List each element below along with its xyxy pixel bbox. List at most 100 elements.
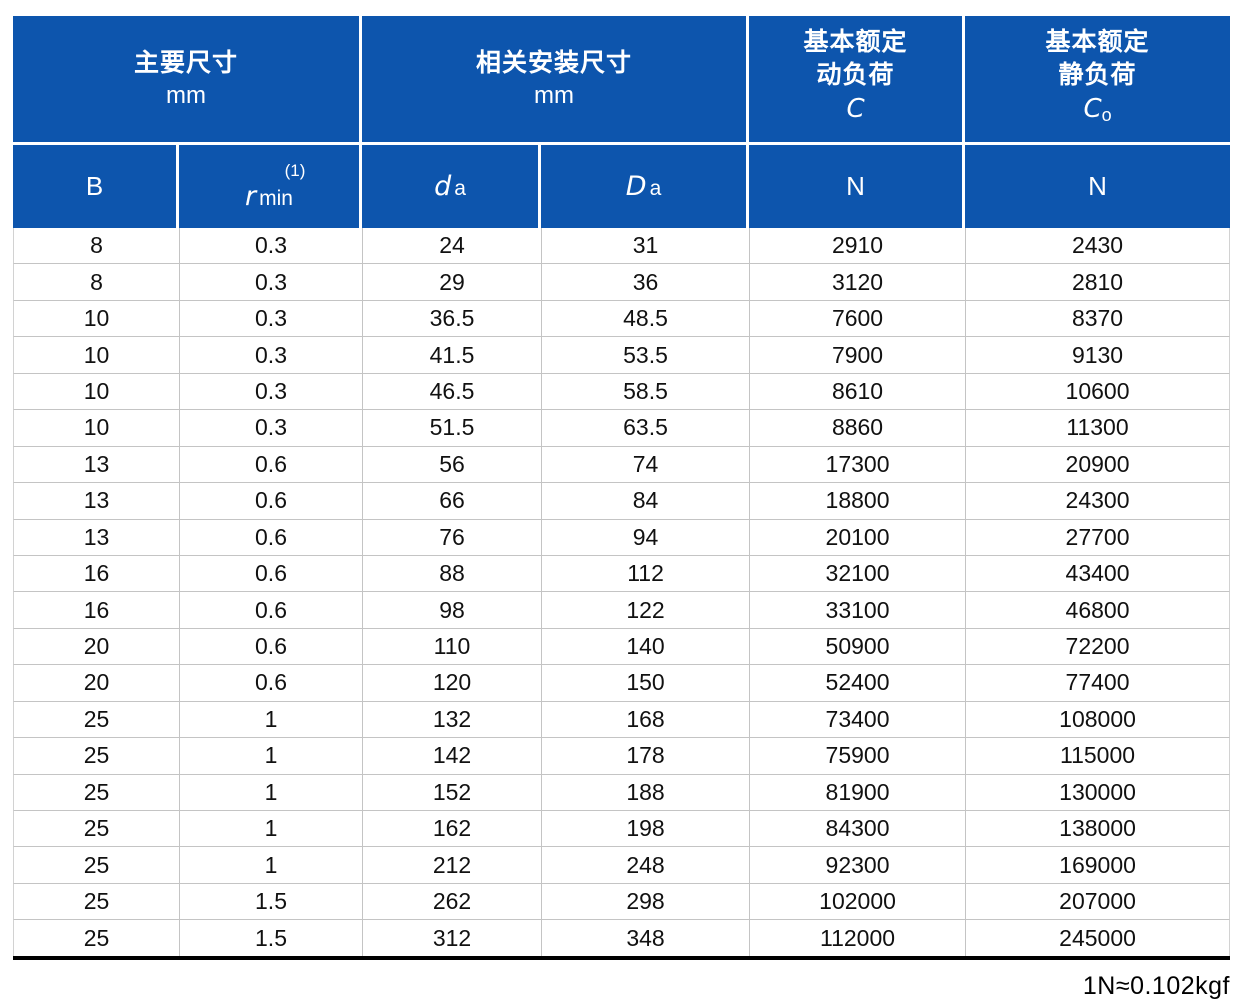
cell-r-min: 0.6	[179, 591, 363, 628]
cell-Co: 46800	[965, 591, 1231, 628]
cell-Da: 63.5	[541, 409, 750, 446]
cell-r-min: 0.3	[179, 409, 363, 446]
cell-da: 56	[362, 445, 542, 483]
cell-C: 2910	[749, 228, 965, 264]
header-main-dimensions: 主要尺寸 mm	[13, 16, 363, 145]
cell-b: 8	[13, 228, 179, 264]
table-row: 20 0.6 110 140 50900 72200	[13, 627, 1231, 665]
cell-Da: 31	[541, 228, 749, 264]
header-main-dimensions-title: 主要尺寸	[134, 48, 239, 77]
cell-C: 102000	[749, 882, 966, 920]
cell-Co: 9130	[965, 336, 1231, 373]
cell-b: 20	[13, 664, 179, 701]
cell-r-min: 0.6	[179, 445, 363, 483]
cell-C: 73400	[749, 700, 966, 738]
cell-r-min: 1.5	[179, 882, 363, 920]
subheader-width-b: B	[13, 145, 179, 228]
cell-Co: 72200	[965, 627, 1231, 665]
cell-b: 25	[13, 700, 179, 738]
header-main-dimensions-unit: mm	[166, 81, 206, 109]
bearing-dimensions-table: 主要尺寸 mm 相关安装尺寸 mm 基本额定 动负荷 C 基本额定 静负荷 Co	[13, 16, 1231, 960]
cell-Co: 130000	[965, 773, 1231, 810]
cell-b: 13	[13, 445, 179, 483]
footnote-marker: (1)	[284, 160, 306, 180]
cell-b: 8	[13, 263, 179, 300]
conversion-note: 1N≈0.102kgf	[1082, 971, 1230, 1000]
cell-da: 51.5	[362, 409, 542, 446]
header-dynamic-load-symbol: C	[846, 94, 865, 124]
cell-r-min: 1	[179, 810, 363, 847]
cell-da: 29	[362, 263, 542, 300]
table-row: 13 0.6 66 84 18800 24300	[13, 482, 1231, 519]
table-row: 10 0.3 41.5 53.5 7900 9130	[13, 336, 1231, 373]
header-mounting-dimensions-title: 相关安装尺寸	[476, 48, 633, 77]
cell-Da: 248	[541, 846, 750, 883]
cell-r-min: 0.6	[179, 482, 363, 519]
table-row: 25 1 162 198 84300 138000	[13, 810, 1231, 847]
subheader-static-unit: N	[965, 145, 1231, 228]
cell-da: 212	[362, 846, 542, 883]
cell-Da: 122	[541, 591, 750, 628]
cell-da: 66	[362, 482, 542, 519]
cell-Da: 84	[541, 482, 750, 519]
cell-Da: 112	[541, 554, 750, 592]
table-row: 16 0.6 98 122 33100 46800	[13, 591, 1231, 628]
cell-da: 142	[362, 737, 542, 774]
cell-b: 25	[13, 773, 179, 810]
cell-b: 10	[13, 299, 179, 337]
cell-r-min: 1.5	[179, 919, 363, 956]
header-static-load-symbol: Co	[1083, 94, 1112, 125]
cell-Da: 178	[541, 737, 750, 774]
cell-Co: 115000	[965, 737, 1231, 774]
cell-Da: 168	[541, 700, 750, 738]
cell-C: 92300	[749, 846, 966, 883]
cell-b: 13	[13, 518, 179, 555]
cell-C: 18800	[749, 482, 966, 519]
table-row: 25 1 142 178 75900 115000	[13, 737, 1231, 774]
cell-Co: 2810	[965, 263, 1231, 300]
cell-C: 3120	[749, 263, 966, 300]
cell-Da: 188	[541, 773, 750, 810]
header-mounting-dimensions-unit: mm	[534, 81, 575, 109]
cell-da: 76	[362, 518, 542, 555]
cell-b: 25	[13, 919, 179, 956]
cell-da: 132	[362, 700, 542, 738]
cell-Da: 198	[541, 810, 750, 847]
cell-C: 17300	[749, 445, 966, 483]
cell-Co: 245000	[965, 919, 1231, 956]
table-row: 10 0.3 46.5 58.5 8610 10600	[13, 372, 1231, 410]
cell-da: 152	[362, 773, 542, 810]
cell-Co: 27700	[965, 518, 1231, 555]
table-row: 8 0.3 24 31 2910 2430	[13, 228, 1231, 264]
table-row: 10 0.3 36.5 48.5 7600 8370	[13, 299, 1231, 337]
table-row: 13 0.6 56 74 17300 20900	[13, 445, 1231, 483]
table-row: 25 1 212 248 92300 169000	[13, 846, 1231, 883]
cell-r-min: 1	[179, 700, 363, 738]
cell-Co: 138000	[965, 810, 1231, 847]
table-row: 25 1.5 262 298 102000 207000	[13, 882, 1231, 920]
header-static-load: 基本额定 静负荷 Co	[965, 16, 1231, 145]
cell-da: 46.5	[362, 372, 542, 410]
cell-Da: 74	[541, 445, 750, 483]
cell-Co: 108000	[965, 700, 1231, 738]
cell-Co: 10600	[965, 372, 1231, 410]
table-row: 25 1 152 188 81900 130000	[13, 773, 1231, 810]
cell-r-min: 0.3	[179, 228, 362, 264]
subheader-dynamic-unit: N	[749, 145, 966, 228]
cell-da: 41.5	[362, 336, 542, 373]
cell-Da: 94	[541, 518, 750, 555]
header-group-row: 主要尺寸 mm 相关安装尺寸 mm 基本额定 动负荷 C 基本额定 静负荷 Co	[13, 16, 1231, 145]
cell-b: 25	[13, 737, 179, 774]
cell-b: 16	[13, 554, 179, 592]
header-static-load-line2: 静负荷	[1058, 61, 1137, 89]
cell-Da: 298	[541, 882, 750, 920]
header-dynamic-load-line2: 动负荷	[816, 61, 895, 89]
header-mounting-dimensions: 相关安装尺寸 mm	[362, 16, 750, 145]
cell-C: 50900	[749, 627, 966, 665]
cell-b: 10	[13, 372, 179, 410]
cell-Co: 2430	[965, 228, 1231, 264]
cell-Da: 348	[541, 919, 750, 956]
cell-Co: 11300	[965, 409, 1231, 446]
